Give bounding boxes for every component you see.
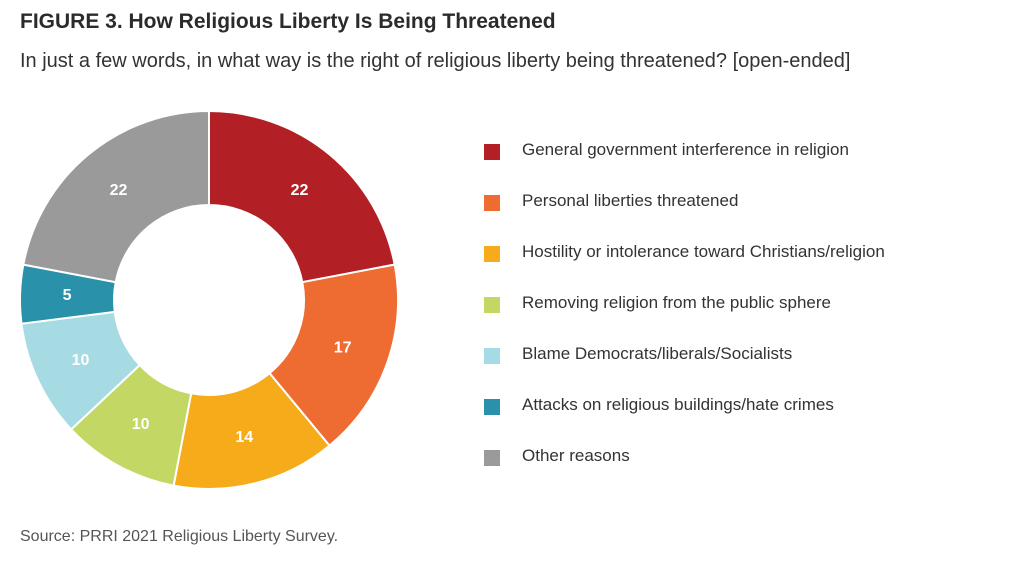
slice-value-label: 22 — [291, 182, 309, 199]
legend-swatch — [484, 399, 500, 415]
legend-label: Removing religion from the public sphere — [522, 293, 831, 312]
legend-label: Other reasons — [522, 446, 630, 465]
legend-swatch — [484, 450, 500, 466]
donut-value-labels: 22 17 14 10 10 5 22 — [63, 182, 352, 446]
legend-label: Personal liberties threatened — [522, 191, 739, 210]
slice-value-label: 10 — [132, 416, 150, 433]
legend-label: Attacks on religious buildings/hate crim… — [522, 395, 834, 414]
legend-swatch — [484, 144, 500, 160]
legend-swatch — [484, 195, 500, 211]
chart-title: FIGURE 3. How Religious Liberty Is Being… — [20, 10, 556, 33]
chart-subtitle: In just a few words, in what way is the … — [20, 50, 851, 72]
legend-swatch — [484, 348, 500, 364]
legend-label: Blame Democrats/liberals/Socialists — [522, 344, 793, 363]
legend-label: Hostility or intolerance toward Christia… — [522, 242, 885, 261]
slice-value-label: 14 — [235, 429, 253, 446]
slice-value-label: 10 — [72, 352, 90, 369]
source-note: Source: PRRI 2021 Religious Liberty Surv… — [20, 528, 339, 545]
slice-value-label: 5 — [63, 287, 72, 304]
slice-value-label: 22 — [110, 182, 128, 199]
slice-value-label: 17 — [334, 340, 352, 357]
legend-swatch — [484, 297, 500, 313]
legend-swatch — [484, 246, 500, 262]
donut-slice — [268, 263, 399, 448]
donut-slice — [22, 109, 210, 284]
legend-label: General government interference in relig… — [522, 140, 849, 159]
donut-slices — [19, 109, 399, 490]
donut-slice — [208, 109, 396, 284]
